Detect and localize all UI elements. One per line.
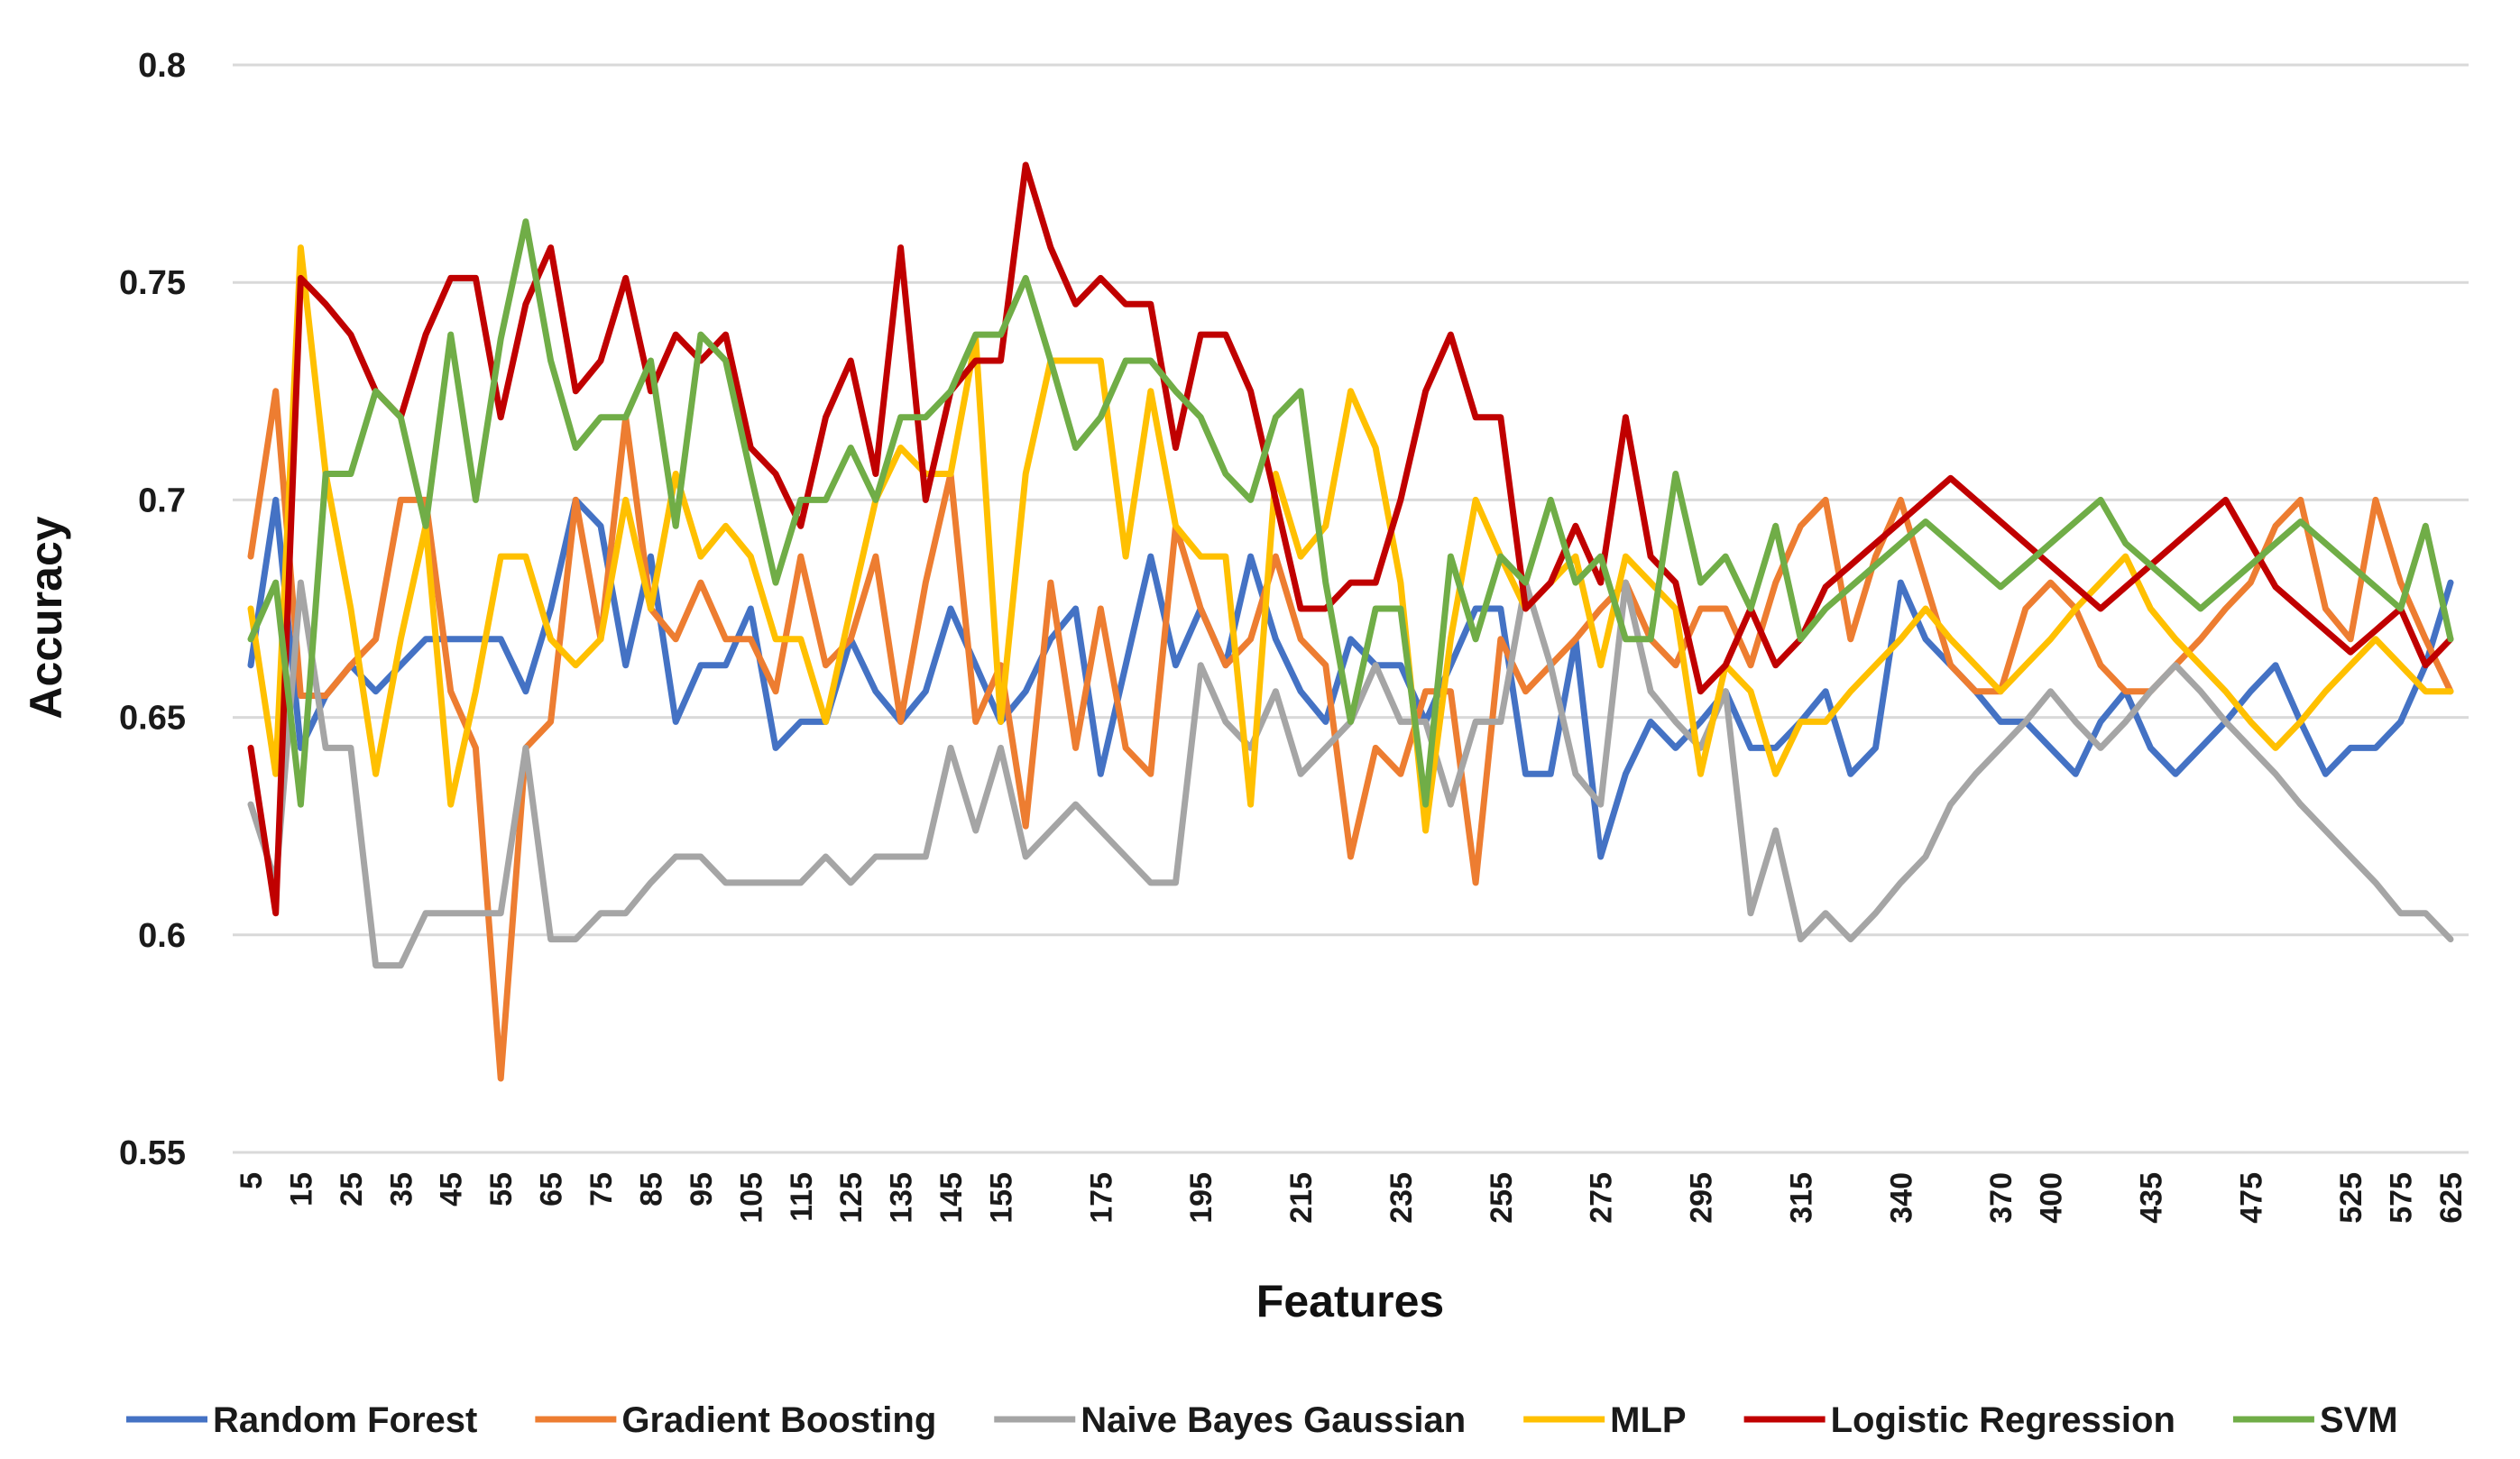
x-tick-label: 135 (885, 1172, 919, 1224)
x-tick-label: 125 (834, 1172, 869, 1224)
x-tick-label: 235 (1384, 1172, 1419, 1224)
legend-label: Naive Bayes Gaussian (1081, 1400, 1466, 1440)
x-axis-title: Features (1256, 1276, 1444, 1326)
x-tick-label: 25 (335, 1172, 369, 1207)
x-tick-label: 370 (1984, 1172, 2019, 1224)
series-line-gradient-boosting (247, 388, 2454, 1082)
x-axis-ticks: 5 15 25 35 45 55 65 75 85 95 105 115 125 135 145 155 175… (235, 1172, 2469, 1224)
x-tick-label: 85 (634, 1172, 668, 1207)
y-tick-label: 0.6 (138, 917, 186, 955)
x-tick-label: 65 (535, 1172, 569, 1207)
x-tick-label: 315 (1784, 1172, 1818, 1224)
x-tick-label: 15 (284, 1172, 318, 1207)
x-tick-label: 145 (934, 1172, 969, 1224)
x-tick-label: 5 (235, 1172, 269, 1189)
x-tick-label: 525 (2334, 1172, 2368, 1224)
series-line-mlp (247, 244, 2454, 834)
legend-label: MLP (1610, 1400, 1686, 1440)
x-tick-label: 55 (484, 1172, 519, 1207)
y-axis-ticks: 0.55 0.6 0.65 0.7 0.75 0.8 (119, 47, 186, 1172)
legend-label: Gradient Boosting (621, 1400, 936, 1440)
y-tick-label: 0.75 (119, 264, 186, 302)
legend: Random Forest Gradient Boosting Naive Baye… (126, 1400, 2398, 1440)
series-line-svm (247, 218, 2454, 808)
x-tick-label: 75 (584, 1172, 619, 1207)
gridlines (233, 63, 2469, 1154)
x-tick-label: 400 (2035, 1172, 2069, 1224)
y-tick-label: 0.8 (138, 47, 186, 85)
x-tick-label: 295 (1685, 1172, 1719, 1224)
x-tick-label: 95 (685, 1172, 719, 1207)
x-tick-label: 45 (435, 1172, 469, 1207)
x-tick-label: 105 (734, 1172, 768, 1224)
legend-label: Random Forest (213, 1400, 477, 1440)
series-lines (247, 161, 2454, 1082)
x-tick-label: 155 (984, 1172, 1018, 1224)
x-tick-label: 475 (2234, 1172, 2268, 1224)
y-tick-label: 0.65 (119, 700, 186, 738)
x-tick-label: 275 (1585, 1172, 1619, 1224)
x-tick-label: 255 (1485, 1172, 1519, 1224)
x-tick-label: 115 (785, 1172, 819, 1222)
x-tick-label: 435 (2134, 1172, 2168, 1224)
x-tick-label: 215 (1284, 1172, 1319, 1224)
y-tick-label: 0.55 (119, 1134, 186, 1172)
legend-label: SVM (2320, 1400, 2398, 1440)
series-line-logistic-regression (247, 161, 2454, 917)
series-line-random-forest (247, 496, 2454, 860)
x-tick-label: 575 (2385, 1172, 2419, 1224)
legend-label: Logistic Regression (1831, 1400, 2175, 1440)
x-tick-label: 340 (1884, 1172, 1918, 1224)
x-tick-label: 195 (1184, 1172, 1219, 1224)
y-tick-label: 0.7 (138, 482, 186, 519)
x-tick-label: 35 (384, 1172, 418, 1207)
y-axis-title: Accuracy (21, 516, 71, 719)
x-tick-label: 175 (1084, 1172, 1118, 1224)
x-tick-label: 625 (2434, 1172, 2469, 1224)
